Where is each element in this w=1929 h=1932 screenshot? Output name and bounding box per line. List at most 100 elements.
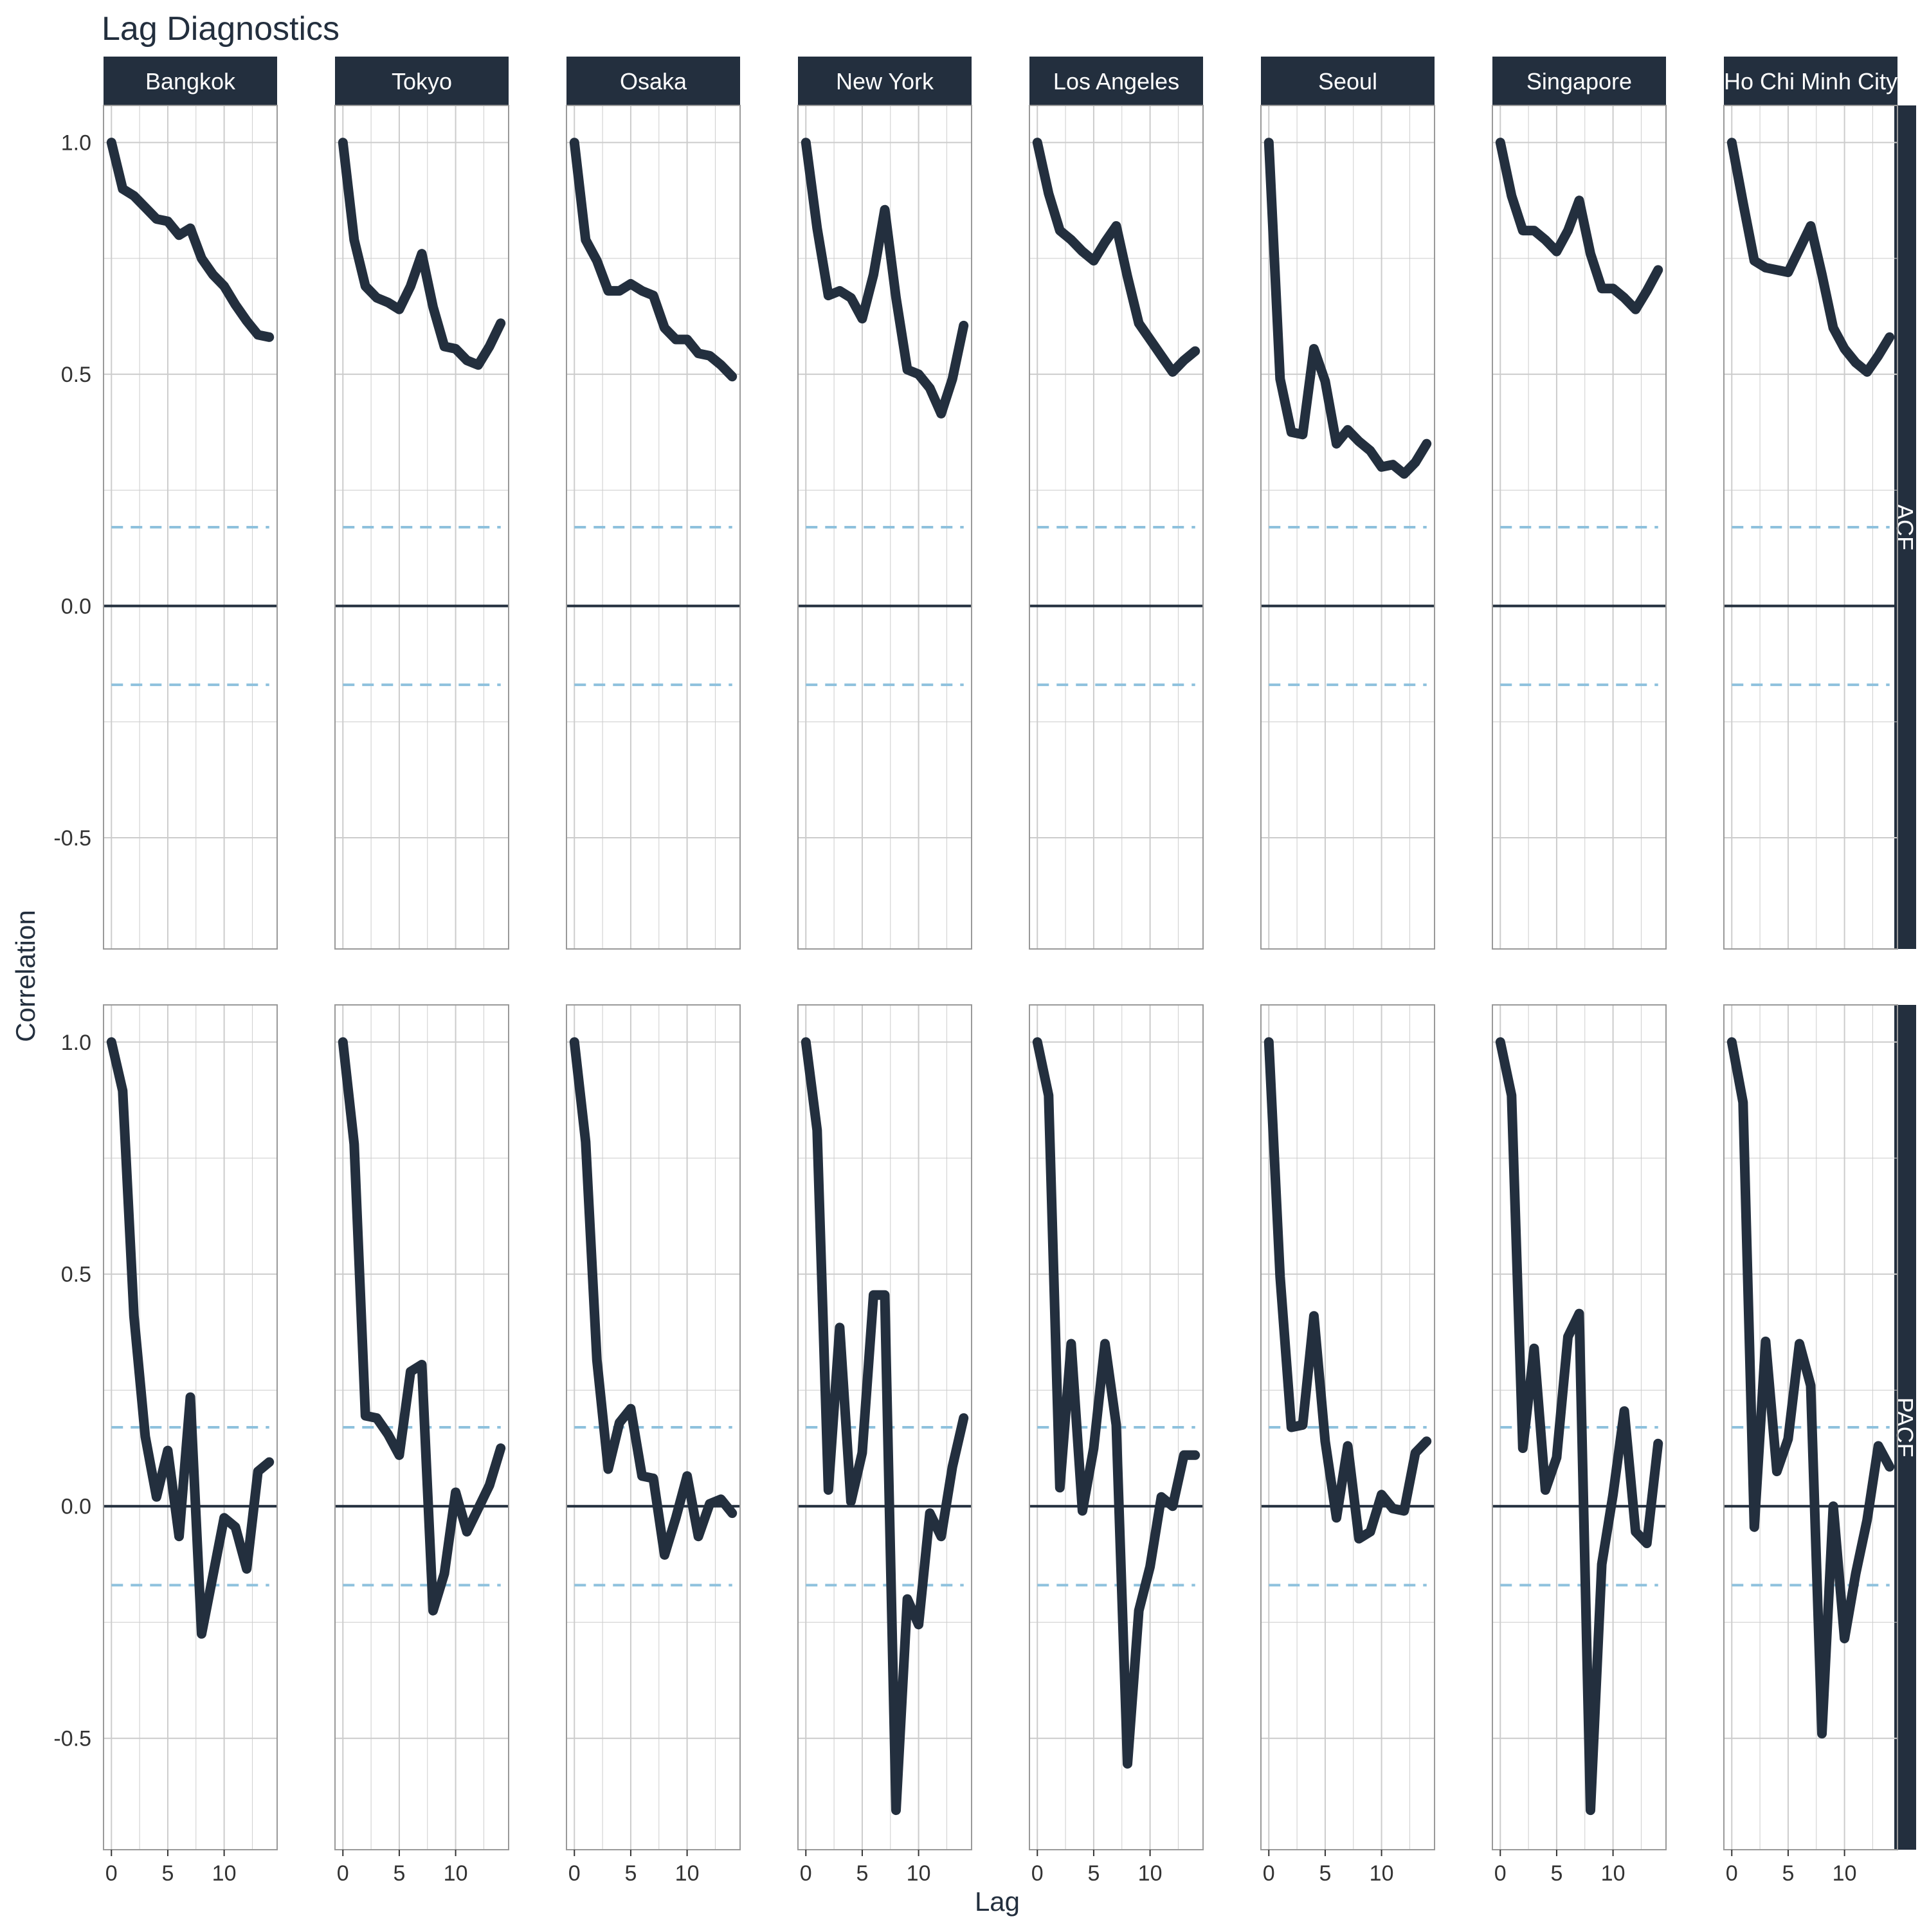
facet-strip-label: Osaka (620, 68, 687, 95)
panel-acf-2 (566, 105, 741, 950)
panel-acf-3 (797, 105, 972, 950)
series-line-ho-chi-minh-city (1726, 1037, 1895, 1738)
panel-pacf-7: 0 5 10 (1723, 1004, 1898, 1886)
y-tick-label: 1.0 (61, 1031, 91, 1055)
panel-acf-7 (1723, 105, 1898, 950)
panel-acf-6 (1492, 105, 1667, 950)
facet-strip-label: Ho Chi Minh City (1724, 68, 1897, 95)
x-tick-label: 0 (800, 1861, 812, 1886)
x-tick-label: 10 (675, 1861, 700, 1886)
panel-acf-5 (1260, 105, 1435, 950)
series-line-osaka (569, 1037, 738, 1560)
facet-strip-1 (335, 57, 509, 105)
x-tick-label: 5 (393, 1861, 405, 1886)
facet-strip-2 (566, 57, 740, 105)
panel-pacf-6: 0 5 10 (1492, 1004, 1667, 1886)
x-tick-label: 5 (624, 1861, 637, 1886)
x-tick-label: 0 (1726, 1861, 1738, 1886)
x-tick-label: 10 (1833, 1861, 1857, 1886)
panel-pacf-0: 0 5 10 (103, 1004, 278, 1886)
row-strip-label: ACF (1892, 504, 1918, 550)
panel-border (334, 105, 509, 950)
facet-strip-label: Tokyo (392, 68, 452, 95)
y-tick-label: -0.5 (53, 1727, 91, 1751)
x-tick-label: 0 (105, 1861, 118, 1886)
x-axis-label: Lag (975, 1886, 1020, 1917)
series-line-new-york (801, 1037, 969, 1816)
panel-acf-0 (103, 105, 278, 950)
series-line-tokyo (338, 1037, 506, 1616)
facet-strip-label: New York (836, 68, 934, 95)
panel-pacf-2: 0 5 10 (566, 1004, 741, 1886)
x-tick-label: 10 (444, 1861, 468, 1886)
series-line-bangkok (106, 138, 275, 342)
series-line-singapore (1495, 138, 1663, 314)
x-tick-label: 10 (1370, 1861, 1394, 1886)
facet-strip-label: Seoul (1318, 68, 1377, 95)
panel-border (334, 1004, 509, 1850)
panel-border (1492, 105, 1667, 950)
facet-strip-5 (1261, 57, 1435, 105)
panel-border (103, 1004, 278, 1850)
panel-border (797, 105, 972, 950)
panel-pacf-1: 0 5 10 (334, 1004, 509, 1886)
series-line-new-york (801, 138, 969, 419)
panel-border (566, 105, 741, 950)
x-tick-label: 0 (568, 1861, 581, 1886)
panel-border (1260, 1004, 1435, 1850)
panel-border (566, 1004, 741, 1850)
chart-title: Lag Diagnostics (102, 10, 340, 48)
series-line-los-angeles (1032, 138, 1200, 377)
facet-strip-3 (798, 57, 972, 105)
panel-border (1492, 1004, 1667, 1850)
facet-strip-4 (1029, 57, 1203, 105)
x-tick-label: 0 (1494, 1861, 1507, 1886)
y-tick-label: 0.0 (61, 1495, 91, 1519)
panel-pacf-3: 0 5 10 (797, 1004, 972, 1886)
series-line-los-angeles (1032, 1037, 1200, 1769)
series-line-singapore (1495, 1037, 1663, 1816)
y-tick-label: -0.5 (53, 826, 91, 851)
panel-acf-4 (1029, 105, 1204, 950)
x-tick-label: 5 (856, 1861, 868, 1886)
panel-border (1723, 105, 1898, 950)
x-tick-label: 5 (1782, 1861, 1794, 1886)
panel-border (1723, 1004, 1898, 1850)
facet-strip-label: Singapore (1526, 68, 1632, 95)
x-tick-label: 5 (1550, 1861, 1562, 1886)
panel-pacf-5: 0 5 10 (1260, 1004, 1435, 1886)
panel-border (1029, 105, 1204, 950)
x-tick-label: 5 (1087, 1861, 1100, 1886)
y-axis-label: Correlation (10, 910, 41, 1042)
y-tick-label: 0.5 (61, 1263, 91, 1287)
series-line-ho-chi-minh-city (1726, 138, 1895, 377)
series-line-bangkok (106, 1037, 275, 1639)
x-tick-label: 0 (337, 1861, 349, 1886)
row-strip-label: PACF (1892, 1397, 1918, 1457)
x-tick-label: 10 (212, 1861, 237, 1886)
panel-pacf-4: 0 5 10 (1029, 1004, 1204, 1886)
panel-border (103, 105, 278, 950)
facet-strip-7 (1724, 57, 1897, 105)
panel-border (1260, 105, 1435, 950)
series-line-seoul (1263, 1037, 1432, 1544)
x-tick-label: 5 (1319, 1861, 1331, 1886)
x-tick-label: 10 (1138, 1861, 1163, 1886)
panels-layer: Bangkok Tokyo Osaka New York Los Angeles Seou… (53, 57, 1918, 1886)
series-line-osaka (569, 138, 738, 382)
panel-border (797, 1004, 972, 1850)
series-line-seoul (1263, 138, 1432, 479)
series-line-tokyo (338, 138, 506, 370)
x-tick-label: 5 (161, 1861, 174, 1886)
x-tick-label: 0 (1263, 1861, 1275, 1886)
x-tick-label: 0 (1031, 1861, 1044, 1886)
facet-strip-label: Los Angeles (1053, 68, 1179, 95)
y-tick-label: 0.5 (61, 363, 91, 387)
y-tick-label: 0.0 (61, 595, 91, 619)
x-tick-label: 10 (907, 1861, 931, 1886)
panel-border (1029, 1004, 1204, 1850)
facet-strip-label: Bangkok (145, 68, 236, 95)
facet-strip-0 (104, 57, 277, 105)
